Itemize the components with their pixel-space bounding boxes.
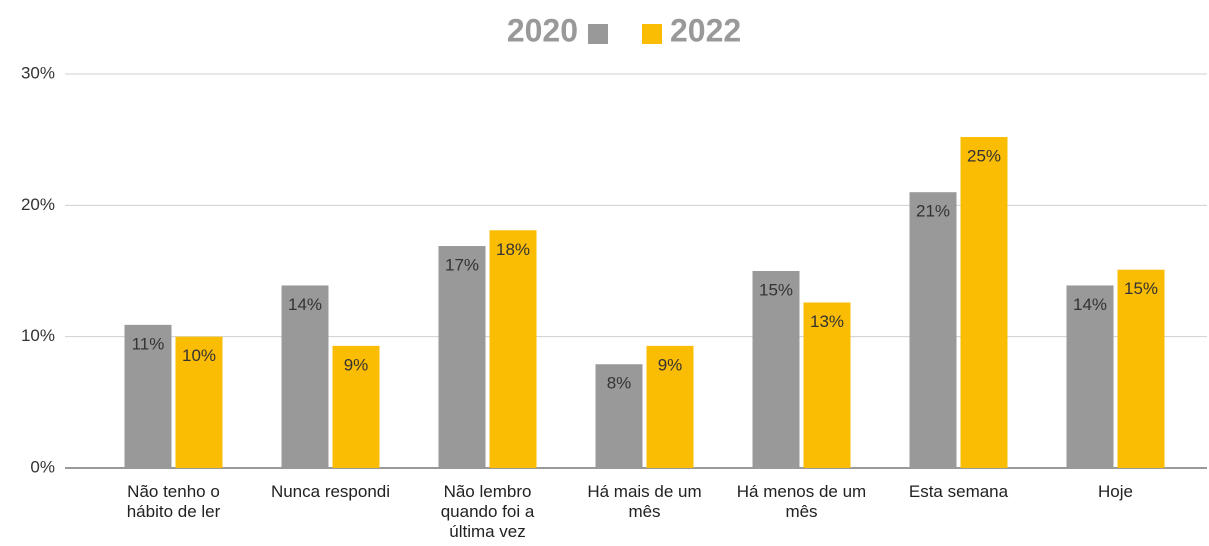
data-label: 15% [1124,279,1158,298]
x-tick-label: Não lembro quando foi a última vez [440,482,535,541]
x-tick-label: Nunca respondi [270,482,391,501]
data-label: 15% [759,280,793,299]
data-label: 11% [132,334,165,353]
bar [752,271,800,468]
y-tick-label: 20% [21,195,55,214]
data-label: 17% [445,256,479,275]
data-label: 18% [496,240,530,259]
y-tick-label: 30% [21,63,55,82]
x-tick-label: Não tenho o hábito de ler [126,482,221,521]
data-label: 10% [182,346,216,365]
data-label: 25% [967,147,1001,166]
data-label: 21% [916,202,950,221]
bar [960,137,1008,469]
x-tick-label: Hoje [1098,482,1133,501]
legend-label: 2020 [507,12,578,48]
bar [175,336,223,468]
bar [595,364,643,468]
y-tick-label: 0% [30,457,55,476]
x-tick-label: Há mais de um mês [587,482,702,521]
data-label: 8% [607,374,632,393]
bar [909,192,957,468]
bar [332,345,380,468]
x-tick-label: Esta semana [908,482,1009,501]
data-label: 9% [658,355,683,374]
bar [803,302,851,468]
data-label: 9% [344,355,369,374]
legend-swatch [642,24,662,44]
bar [646,345,694,468]
data-label: 13% [810,312,844,331]
legend-swatch [588,24,608,44]
y-tick-label: 10% [21,326,55,345]
data-label: 14% [288,295,322,314]
bar [438,246,486,468]
bar [281,285,329,468]
data-label: 14% [1073,295,1107,314]
bar [1066,285,1114,468]
bar [489,230,537,468]
bar [124,324,172,468]
x-tick-label: Há menos de um mês [736,482,867,521]
bar [1117,269,1165,468]
legend-label: 2022 [670,12,741,48]
